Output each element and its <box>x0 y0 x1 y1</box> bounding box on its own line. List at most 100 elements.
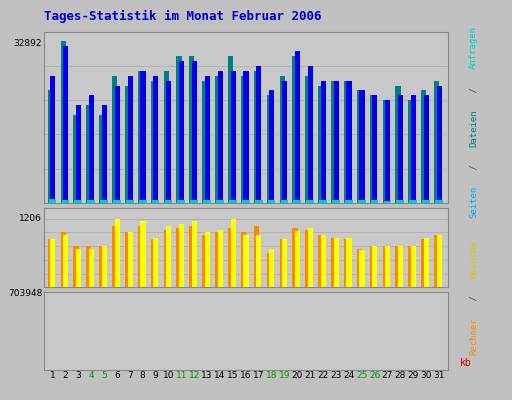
Bar <box>205 76 210 203</box>
Bar <box>218 230 223 383</box>
Bar <box>331 81 336 203</box>
Bar <box>178 200 185 203</box>
Bar <box>74 200 82 203</box>
Bar <box>63 46 68 203</box>
Bar <box>359 250 365 383</box>
Bar <box>332 200 340 203</box>
Bar <box>73 115 78 203</box>
Text: /: / <box>469 159 478 175</box>
Bar <box>76 105 81 203</box>
Bar <box>152 200 159 203</box>
Text: Besuche: Besuche <box>469 240 478 278</box>
Bar <box>189 226 195 383</box>
Bar <box>398 95 403 203</box>
Bar <box>112 76 117 203</box>
Bar <box>166 81 172 203</box>
Bar <box>60 232 66 383</box>
Bar <box>257 66 262 203</box>
Bar <box>63 235 68 383</box>
Bar <box>344 81 349 203</box>
Bar <box>163 71 169 203</box>
Bar <box>395 246 400 383</box>
Bar <box>153 76 158 203</box>
Bar <box>228 56 233 203</box>
Bar <box>254 71 259 203</box>
Bar <box>87 246 92 383</box>
Bar <box>192 61 197 203</box>
Bar <box>48 239 53 383</box>
Bar <box>437 86 442 203</box>
Bar <box>125 232 130 383</box>
Bar <box>280 76 285 203</box>
Bar <box>282 81 287 203</box>
Bar <box>385 246 390 383</box>
Bar <box>112 226 117 383</box>
Bar <box>102 246 107 383</box>
Bar <box>410 200 417 203</box>
Bar <box>230 219 236 383</box>
Bar <box>203 200 211 203</box>
Text: kb: kb <box>460 358 472 368</box>
Bar <box>345 200 353 203</box>
Bar <box>115 219 120 383</box>
Text: Rechner: Rechner <box>469 317 478 355</box>
Bar <box>189 56 195 203</box>
Bar <box>370 246 375 383</box>
Bar <box>164 200 173 203</box>
Bar <box>318 235 323 383</box>
Bar <box>385 100 390 203</box>
Bar <box>267 95 272 203</box>
Bar <box>218 71 223 203</box>
Bar <box>347 238 352 383</box>
Bar <box>241 232 246 383</box>
Bar <box>255 200 263 203</box>
Bar <box>372 95 377 203</box>
Bar <box>151 81 156 203</box>
Bar <box>321 235 326 383</box>
Bar <box>421 90 426 203</box>
Bar <box>243 71 249 203</box>
Bar <box>305 230 310 383</box>
Bar <box>138 71 143 203</box>
Bar <box>409 246 414 383</box>
Bar <box>202 81 207 203</box>
Bar <box>282 239 287 383</box>
Bar <box>151 239 156 383</box>
Bar <box>254 226 259 383</box>
Text: Anfragen: Anfragen <box>469 26 478 69</box>
Bar <box>347 81 352 203</box>
Bar <box>269 90 274 203</box>
Bar <box>50 239 55 383</box>
Bar <box>60 42 66 203</box>
Bar <box>334 238 339 383</box>
Bar <box>359 90 365 203</box>
Bar <box>372 246 377 383</box>
Bar <box>395 86 400 203</box>
Bar <box>358 200 366 203</box>
Bar <box>295 231 300 383</box>
Bar <box>205 232 210 383</box>
Bar <box>306 200 314 203</box>
Bar <box>215 76 220 203</box>
Bar <box>318 86 323 203</box>
Bar <box>424 238 429 383</box>
Text: Seiten: Seiten <box>469 186 478 218</box>
Bar <box>383 200 391 203</box>
Bar <box>434 235 439 383</box>
Bar <box>409 100 414 203</box>
Bar <box>370 95 375 203</box>
Bar <box>267 253 272 383</box>
Bar <box>435 200 443 203</box>
Text: Tages-Statistik im Monat Februar 2006: Tages-Statistik im Monat Februar 2006 <box>44 10 321 23</box>
Bar <box>281 200 288 203</box>
Bar <box>139 200 146 203</box>
Bar <box>357 249 362 383</box>
Bar <box>177 56 182 203</box>
Bar <box>76 249 81 383</box>
Bar <box>411 95 416 203</box>
Bar <box>140 71 145 203</box>
Bar <box>113 200 121 203</box>
Bar <box>308 66 313 203</box>
Bar <box>357 90 362 203</box>
Bar <box>89 249 94 383</box>
